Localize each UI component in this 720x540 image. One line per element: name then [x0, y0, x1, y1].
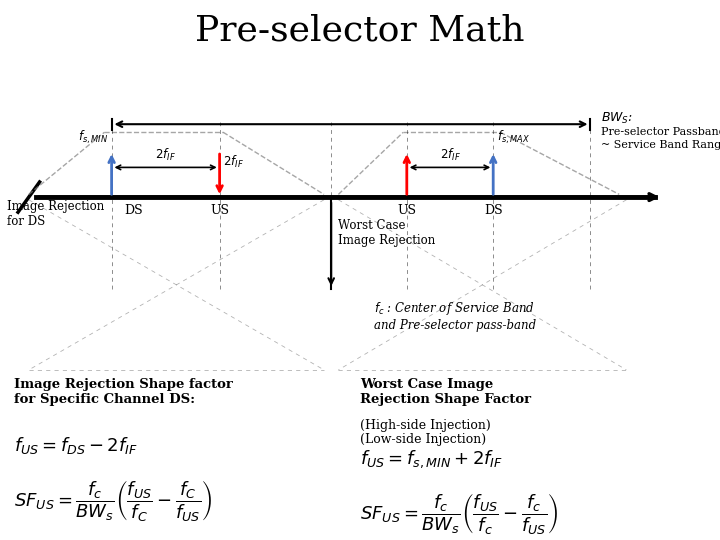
Text: (High-side Injection)
(Low-side Injection): (High-side Injection) (Low-side Injectio…	[360, 418, 491, 447]
Text: DS: DS	[484, 204, 503, 217]
Text: $2f_{IF}$: $2f_{IF}$	[439, 147, 461, 163]
Text: US: US	[397, 204, 416, 217]
Text: $BW_S$:: $BW_S$:	[601, 111, 634, 126]
Text: $f_{US} = f_{DS} - 2f_{IF}$: $f_{US} = f_{DS} - 2f_{IF}$	[14, 435, 138, 456]
Text: US: US	[210, 204, 229, 217]
Text: $f_{US} = f_{s,MIN} + 2f_{IF}$: $f_{US} = f_{s,MIN} + 2f_{IF}$	[360, 448, 503, 470]
Text: $f_c$ : Center of Service Band
and Pre-selector pass-band: $f_c$ : Center of Service Band and Pre-s…	[374, 300, 536, 332]
Text: ~ Service Band Range: ~ Service Band Range	[601, 140, 720, 150]
Text: DS: DS	[124, 204, 143, 217]
Text: $f_{s,MAX}$: $f_{s,MAX}$	[497, 129, 530, 146]
Text: $2f_{IF}$: $2f_{IF}$	[223, 154, 244, 170]
Text: Image Rejection
for DS: Image Rejection for DS	[7, 200, 104, 228]
Text: $SF_{US} = \dfrac{f_c}{BW_s}\left(\dfrac{f_{US}}{f_C} - \dfrac{f_C}{f_{US}}\righ: $SF_{US} = \dfrac{f_c}{BW_s}\left(\dfrac…	[14, 478, 212, 523]
Text: $2f_{IF}$: $2f_{IF}$	[155, 147, 176, 163]
Text: Worst Case
Image Rejection: Worst Case Image Rejection	[338, 219, 436, 247]
Text: Image Rejection Shape factor
for Specific Channel DS:: Image Rejection Shape factor for Specifi…	[14, 378, 233, 406]
Text: $f_{s,MIN}$: $f_{s,MIN}$	[78, 129, 108, 146]
Text: Worst Case Image
Rejection Shape Factor: Worst Case Image Rejection Shape Factor	[360, 378, 531, 406]
Text: $SF_{US} = \dfrac{f_c}{BW_s}\left(\dfrac{f_{US}}{f_c} - \dfrac{f_c}{f_{US}}\righ: $SF_{US} = \dfrac{f_c}{BW_s}\left(\dfrac…	[360, 491, 558, 536]
Text: Pre-selector Math: Pre-selector Math	[195, 14, 525, 48]
Text: Pre-selector Passband: Pre-selector Passband	[601, 127, 720, 137]
